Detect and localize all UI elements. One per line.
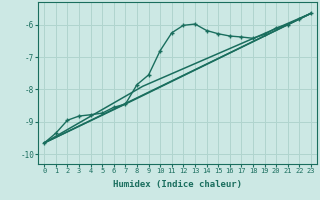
X-axis label: Humidex (Indice chaleur): Humidex (Indice chaleur) [113, 180, 242, 189]
